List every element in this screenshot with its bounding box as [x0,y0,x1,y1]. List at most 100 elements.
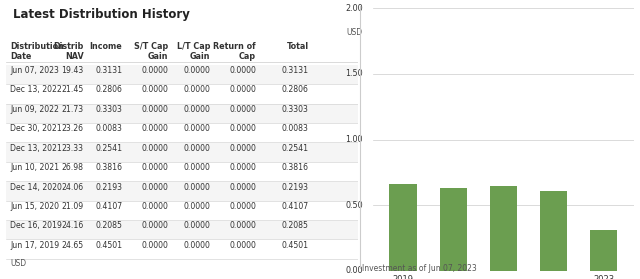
Text: 0.0000: 0.0000 [229,221,256,230]
Text: 0.0000: 0.0000 [141,105,168,114]
FancyBboxPatch shape [6,65,358,84]
Text: Jun 17, 2019: Jun 17, 2019 [10,241,59,250]
Text: 2.00: 2.00 [345,4,363,13]
Text: 24.06: 24.06 [61,182,84,191]
Text: Distribution: Distribution [10,42,64,51]
FancyBboxPatch shape [6,201,358,220]
Text: Jun 09, 2022: Jun 09, 2022 [10,105,59,114]
Text: Dec 14, 2020: Dec 14, 2020 [10,182,62,191]
Text: 0.0000: 0.0000 [184,163,211,172]
Text: 0.2806: 0.2806 [282,85,308,95]
Bar [390,184,417,271]
Text: 0.2085: 0.2085 [282,221,308,230]
Bar [590,230,618,271]
Text: 0.3303: 0.3303 [282,105,308,114]
Text: 1.00: 1.00 [346,135,363,144]
Text: 0.0000: 0.0000 [184,105,211,114]
Text: 0.0000: 0.0000 [141,66,168,75]
Bar [540,191,567,271]
Text: 0.3131: 0.3131 [282,66,308,75]
Text: Jun 07, 2023: Jun 07, 2023 [10,66,59,75]
Text: 0.0083: 0.0083 [282,124,308,133]
Text: 0.3816: 0.3816 [282,163,308,172]
FancyBboxPatch shape [6,143,358,162]
Text: Gain: Gain [148,52,168,61]
Text: 0.2541: 0.2541 [95,144,122,153]
Text: 0.0000: 0.0000 [229,163,256,172]
Text: Cap: Cap [239,52,256,61]
Text: 0.0000: 0.0000 [184,202,211,211]
Text: Gain: Gain [190,52,211,61]
Text: 0.0000: 0.0000 [141,163,168,172]
Text: 0.0000: 0.0000 [229,124,256,133]
Text: 0.2541: 0.2541 [282,144,308,153]
Bar [490,186,517,271]
Text: 0.0000: 0.0000 [229,105,256,114]
Text: 0.00: 0.00 [346,266,363,275]
Text: 0.0000: 0.0000 [184,241,211,250]
Text: 0.4501: 0.4501 [95,241,122,250]
Text: 21.09: 21.09 [61,202,84,211]
Text: 0.50: 0.50 [345,201,363,210]
Text: Total: Total [287,42,308,51]
Text: L/T Cap: L/T Cap [177,42,211,51]
Text: S/T Cap: S/T Cap [134,42,168,51]
Text: 0.2193: 0.2193 [282,182,308,191]
Text: Return of: Return of [213,42,256,51]
Text: 0.0000: 0.0000 [184,124,211,133]
Text: 0.2085: 0.2085 [95,221,122,230]
Text: 0.0083: 0.0083 [95,124,122,133]
Text: Jun 15, 2020: Jun 15, 2020 [10,202,59,211]
Text: 0.0000: 0.0000 [141,182,168,191]
FancyBboxPatch shape [6,240,358,259]
Text: Latest Distribution History: Latest Distribution History [13,8,190,21]
FancyBboxPatch shape [6,220,358,239]
Text: 0.0000: 0.0000 [229,144,256,153]
Text: 0.0000: 0.0000 [141,221,168,230]
Text: 0.3816: 0.3816 [95,163,122,172]
FancyBboxPatch shape [6,124,358,142]
Text: 23.26: 23.26 [61,124,84,133]
Text: 0.0000: 0.0000 [141,124,168,133]
Text: Dec 16, 2019: Dec 16, 2019 [10,221,62,230]
Text: USD: USD [347,28,363,37]
Text: Jun 10, 2021: Jun 10, 2021 [10,163,59,172]
Text: Income: Income [90,42,122,51]
Text: 19.43: 19.43 [61,66,84,75]
Text: 0.2806: 0.2806 [95,85,122,95]
Text: 0.0000: 0.0000 [229,241,256,250]
Text: Dec 13, 2021: Dec 13, 2021 [10,144,62,153]
Bar [440,188,467,271]
Text: 1.50: 1.50 [345,69,363,78]
Text: 21.45: 21.45 [61,85,84,95]
Text: 0.0000: 0.0000 [229,182,256,191]
Text: Investment as of Jun 07, 2023: Investment as of Jun 07, 2023 [362,264,476,273]
Text: 0.4107: 0.4107 [95,202,122,211]
Text: 0.0000: 0.0000 [184,85,211,95]
Text: 0.0000: 0.0000 [229,66,256,75]
Text: 24.16: 24.16 [61,221,84,230]
Text: Date: Date [10,52,31,61]
Text: Distrib: Distrib [53,42,84,51]
Text: 0.0000: 0.0000 [184,182,211,191]
Text: 0.2193: 0.2193 [95,182,122,191]
Text: NAV: NAV [65,52,84,61]
Text: 0.0000: 0.0000 [141,85,168,95]
FancyBboxPatch shape [6,182,358,201]
Text: 0.0000: 0.0000 [141,241,168,250]
FancyBboxPatch shape [6,162,358,181]
Text: 0.4501: 0.4501 [282,241,308,250]
Text: 0.4107: 0.4107 [282,202,308,211]
FancyBboxPatch shape [6,85,358,104]
Text: Dec 13, 2022: Dec 13, 2022 [10,85,61,95]
Text: 0.0000: 0.0000 [229,202,256,211]
Text: 0.0000: 0.0000 [184,144,211,153]
Text: 26.98: 26.98 [61,163,84,172]
Text: 0.0000: 0.0000 [184,66,211,75]
Text: 0.0000: 0.0000 [184,221,211,230]
Text: 24.65: 24.65 [61,241,84,250]
Text: 23.33: 23.33 [61,144,84,153]
FancyBboxPatch shape [6,104,358,123]
Text: 0.0000: 0.0000 [141,144,168,153]
Text: 0.3131: 0.3131 [95,66,122,75]
